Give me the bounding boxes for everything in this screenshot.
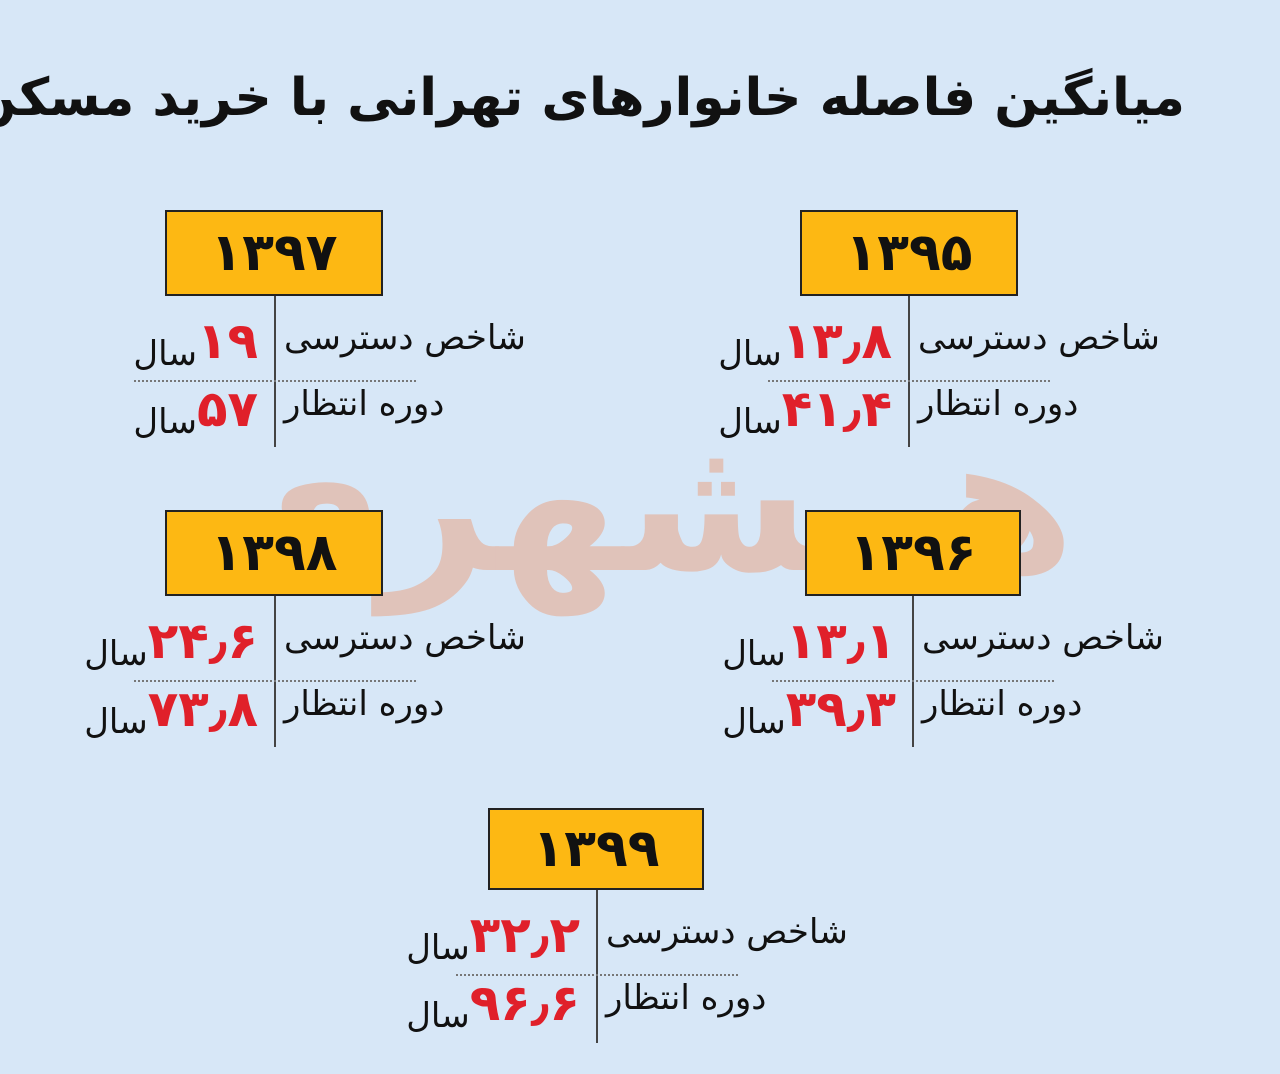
value-number: ۴۱٫۴ <box>781 380 892 438</box>
row-value: ۹۶٫۶سال <box>406 974 580 1036</box>
row-label: شاخص دسترسی <box>284 318 526 358</box>
value-unit: سال <box>84 702 148 742</box>
row-value: ۳۲٫۲سال <box>406 906 580 968</box>
title: میانگین فاصله خانوارهای تهرانی با خرید م… <box>0 68 1185 128</box>
year-box: ۱۳۹۷ <box>165 210 383 296</box>
row-label: دوره انتظار <box>284 384 445 424</box>
year-box: ۱۳۹۹ <box>488 808 704 890</box>
row-value: ۵۷سال <box>133 380 258 442</box>
row-value: ۳۹٫۳سال <box>722 680 896 742</box>
row-value: ۱۳٫۸سال <box>718 312 892 374</box>
year-box: ۱۳۹۵ <box>800 210 1018 296</box>
row-separator <box>134 680 416 682</box>
value-number: ۵۷ <box>196 380 258 438</box>
value-unit: سال <box>133 334 197 374</box>
value-number: ۳۹٫۳ <box>785 680 896 738</box>
value-number: ۱۹ <box>196 312 258 370</box>
row-label: دوره انتظار <box>922 684 1083 724</box>
row-label: شاخص دسترسی <box>922 618 1164 658</box>
row-value: ۴۱٫۴سال <box>718 380 892 442</box>
row-label: دوره انتظار <box>918 384 1079 424</box>
row-separator <box>768 380 1050 382</box>
value-number: ۱۳٫۱ <box>785 612 896 670</box>
value-number: ۹۶٫۶ <box>469 974 580 1032</box>
value-number: ۷۳٫۸ <box>147 680 258 738</box>
divider-line <box>274 596 276 747</box>
value-unit: سال <box>722 634 786 674</box>
divider-line <box>596 890 598 1043</box>
value-unit: سال <box>722 702 786 742</box>
row-label: شاخص دسترسی <box>284 618 526 658</box>
value-unit: سال <box>406 928 470 968</box>
row-value: ۱۳٫۱سال <box>722 612 896 674</box>
row-separator <box>456 974 738 976</box>
row-value: ۲۴٫۶سال <box>84 612 258 674</box>
value-number: ۳۲٫۲ <box>469 906 580 964</box>
row-separator <box>772 680 1054 682</box>
row-label: دوره انتظار <box>606 978 767 1018</box>
row-label: دوره انتظار <box>284 684 445 724</box>
value-unit: سال <box>84 634 148 674</box>
year-box: ۱۳۹۸ <box>165 510 383 596</box>
row-label: شاخص دسترسی <box>918 318 1160 358</box>
row-label: شاخص دسترسی <box>606 912 848 952</box>
value-number: ۱۳٫۸ <box>781 312 892 370</box>
divider-line <box>908 296 910 447</box>
row-separator <box>134 380 416 382</box>
row-value: ۷۳٫۸سال <box>84 680 258 742</box>
row-value: ۱۹سال <box>133 312 258 374</box>
value-number: ۲۴٫۶ <box>147 612 258 670</box>
divider-line <box>274 296 276 447</box>
year-box: ۱۳۹۶ <box>805 510 1021 596</box>
value-unit: سال <box>718 334 782 374</box>
value-unit: سال <box>718 402 782 442</box>
value-unit: سال <box>133 402 197 442</box>
value-unit: سال <box>406 996 470 1036</box>
divider-line <box>912 596 914 747</box>
